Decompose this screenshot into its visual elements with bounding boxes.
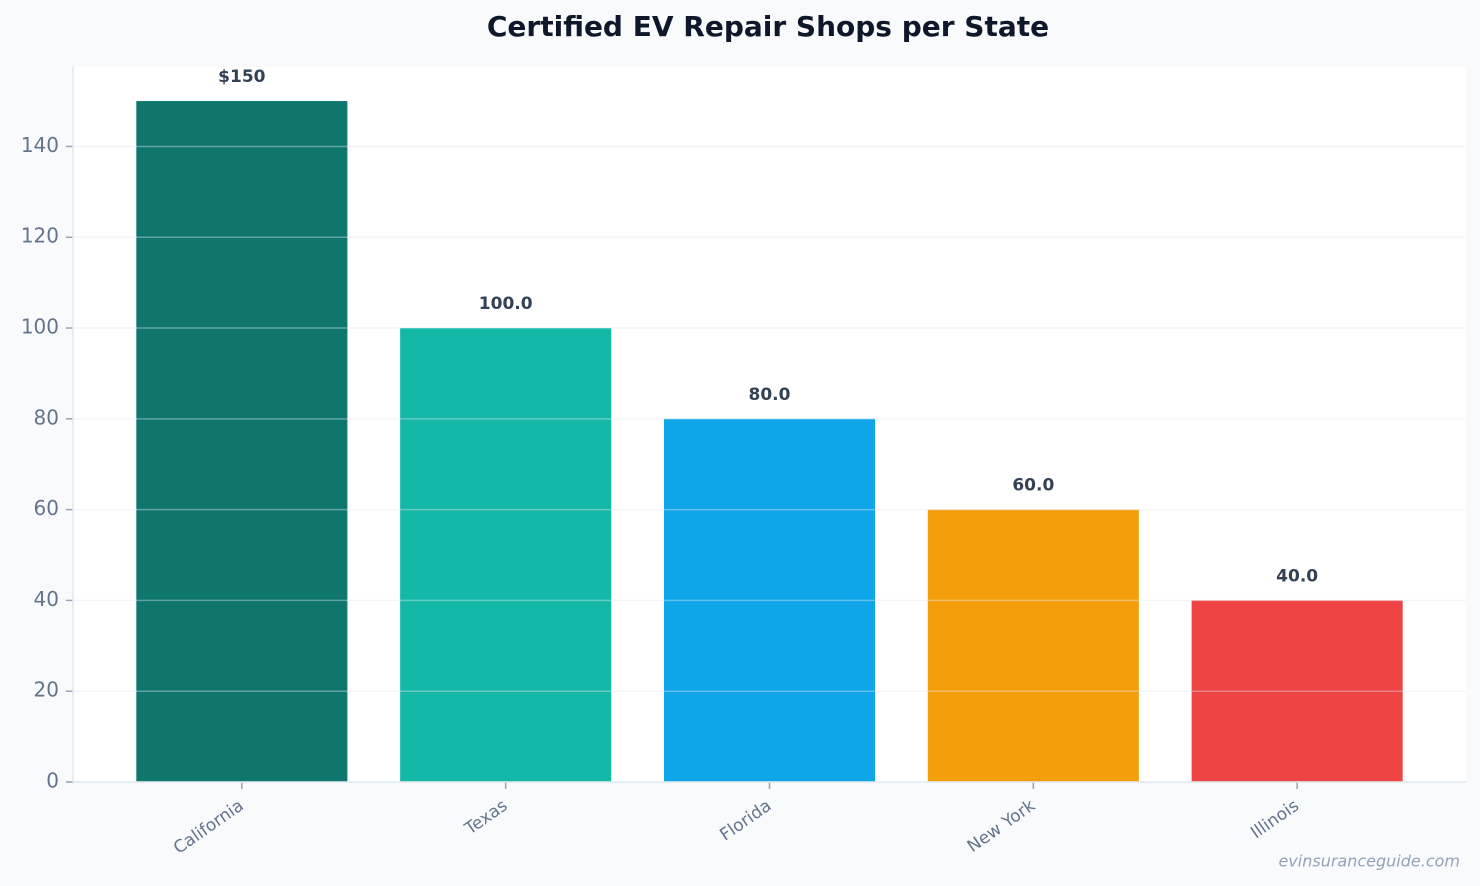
watermark: evinsuranceguide.com bbox=[1278, 852, 1460, 871]
y-tick-label: 100 bbox=[21, 315, 59, 339]
y-tick-label: 60 bbox=[34, 496, 59, 520]
bar bbox=[136, 101, 348, 783]
chart-title: Certified EV Repair Shops per State bbox=[487, 10, 1049, 43]
y-tick-label: 40 bbox=[34, 587, 59, 611]
value-label: $150 bbox=[218, 67, 265, 87]
bar bbox=[927, 509, 1139, 782]
value-label: 80.0 bbox=[749, 385, 791, 405]
y-tick-label: 0 bbox=[46, 769, 59, 793]
value-label: 60.0 bbox=[1012, 476, 1054, 496]
bar bbox=[1191, 600, 1403, 782]
y-tick-label: 140 bbox=[21, 133, 59, 157]
y-tick-label: 80 bbox=[34, 405, 59, 429]
bar bbox=[400, 328, 612, 782]
bar bbox=[663, 418, 876, 782]
value-label: 40.0 bbox=[1276, 566, 1318, 586]
y-tick-label: 120 bbox=[21, 224, 59, 248]
y-tick-label: 20 bbox=[34, 678, 59, 702]
value-label: 100.0 bbox=[479, 294, 533, 314]
